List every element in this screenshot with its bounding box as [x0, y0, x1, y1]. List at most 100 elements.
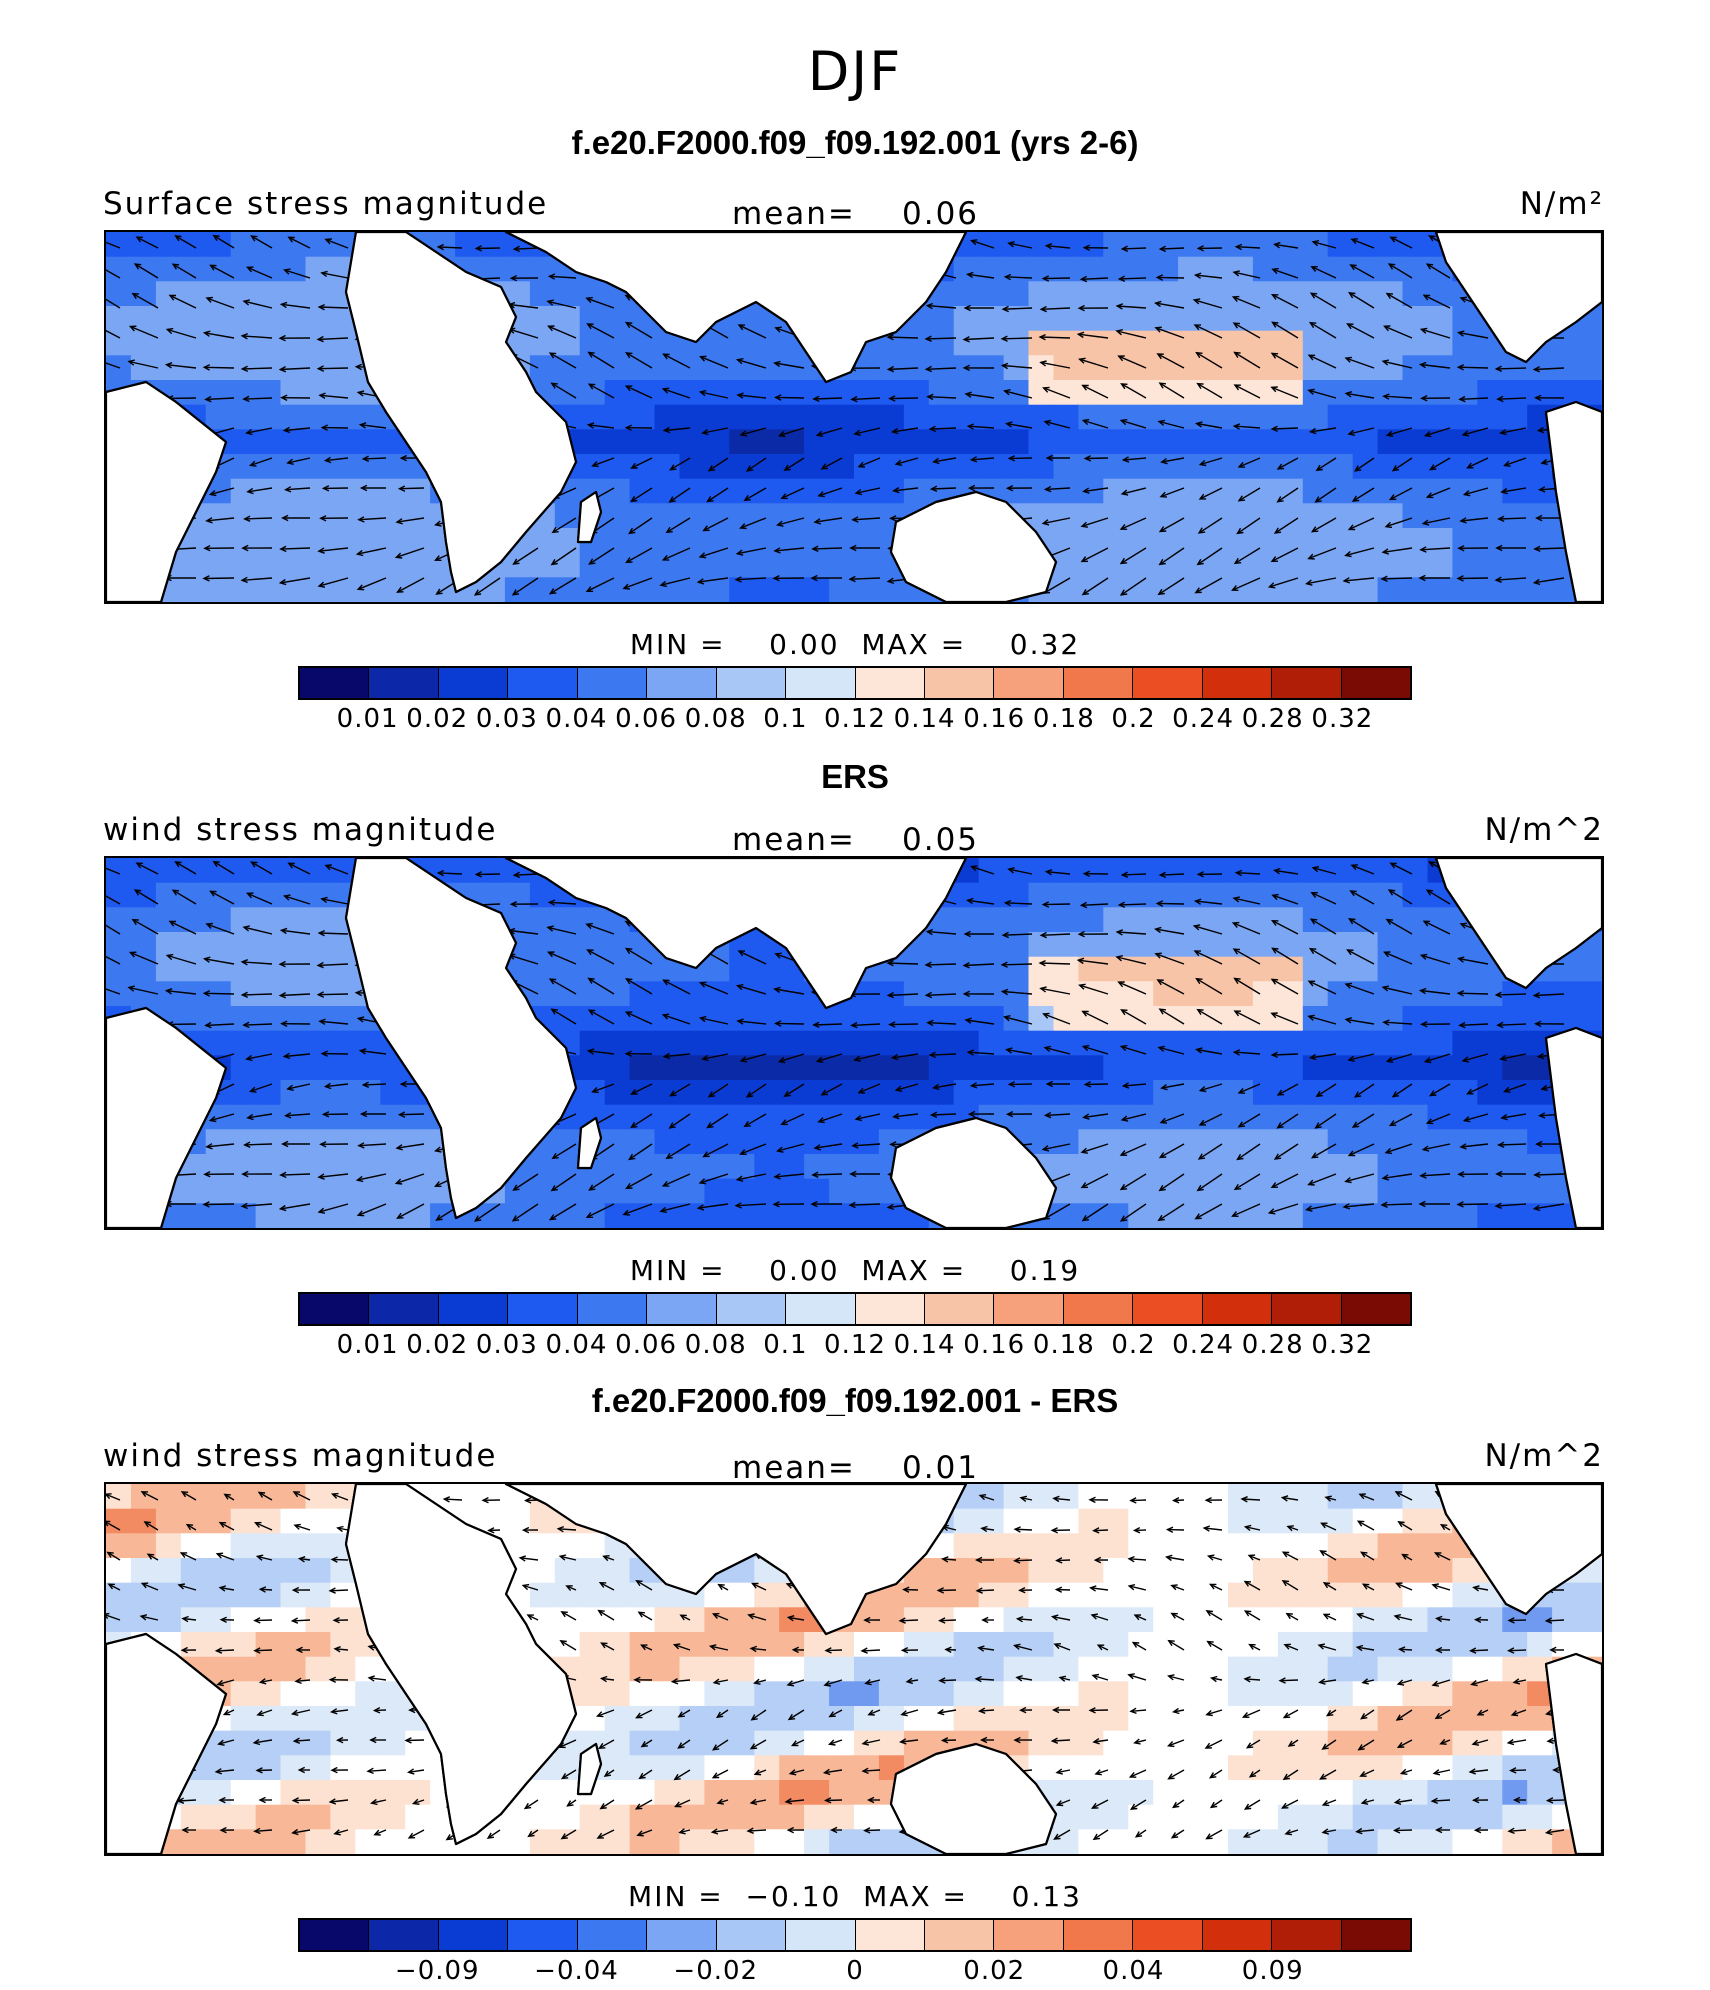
field-cell	[1054, 577, 1080, 602]
field-cell	[1253, 1080, 1279, 1105]
field-cell	[630, 1031, 656, 1056]
map-svg	[106, 1484, 1602, 1854]
field-cell	[954, 1055, 980, 1080]
field-cell	[256, 405, 282, 430]
field-cell	[1527, 1805, 1553, 1830]
field-cell	[380, 1829, 406, 1854]
field-cell	[206, 1179, 232, 1204]
field-cell	[1103, 281, 1129, 306]
field-cell	[1353, 1509, 1379, 1534]
colorbar-tick-label: 0.16	[963, 704, 1025, 734]
field-cell	[380, 1179, 406, 1204]
colorbar-swatch	[508, 1920, 577, 1950]
field-cell	[555, 577, 581, 602]
field-cell	[1353, 1558, 1379, 1583]
colorbar-swatch	[717, 668, 786, 698]
field-cell	[330, 1632, 356, 1657]
field-cell	[330, 1031, 356, 1056]
colorbar-swatch	[578, 1920, 647, 1950]
field-cell	[1502, 1129, 1528, 1154]
field-cell	[680, 1031, 706, 1056]
field-cell	[1328, 1129, 1354, 1154]
field-cell	[306, 1657, 332, 1682]
field-cell	[879, 479, 905, 504]
field-cell	[131, 1607, 157, 1632]
field-cell	[1203, 553, 1229, 578]
field-cell	[1128, 1731, 1154, 1756]
field-cell	[1054, 858, 1080, 883]
field-cell	[480, 1484, 506, 1509]
field-cell	[630, 1583, 656, 1608]
field-cell	[979, 1681, 1005, 1706]
field-cell	[306, 232, 332, 257]
field-cell	[530, 331, 556, 356]
field-cell	[1477, 1632, 1503, 1657]
field-cell	[555, 1829, 581, 1854]
field-cell	[380, 1154, 406, 1179]
field-cell	[754, 503, 780, 528]
field-cell	[231, 1509, 257, 1534]
field-cell	[1278, 1006, 1304, 1031]
field-cell	[256, 429, 282, 454]
colorbar-swatch	[508, 1294, 577, 1324]
colorbar-tick-label: 0.24	[1172, 704, 1234, 734]
field-cell	[1328, 405, 1354, 430]
field-cell	[829, 1805, 855, 1830]
field-cell	[779, 1006, 805, 1031]
field-cell	[1153, 454, 1179, 479]
field-cell	[1029, 1755, 1055, 1780]
field-cell	[1353, 883, 1379, 908]
field-cell	[231, 1533, 257, 1558]
field-cell	[1029, 957, 1055, 982]
field-cell	[704, 1780, 730, 1805]
field-cell	[929, 306, 955, 331]
field-cell	[1278, 232, 1304, 257]
colorbar-tick-label: 0.32	[1311, 704, 1373, 734]
colorbar-swatch	[1133, 668, 1202, 698]
field-cell	[729, 1681, 755, 1706]
field-cell	[729, 1006, 755, 1031]
field-cell	[804, 380, 830, 405]
field-cell	[231, 932, 257, 957]
field-cell	[729, 553, 755, 578]
field-cell	[580, 932, 606, 957]
field-cell	[1527, 1105, 1553, 1130]
field-cell	[1378, 405, 1404, 430]
field-cell	[1103, 331, 1129, 356]
field-cell	[1452, 528, 1478, 553]
field-cell	[1253, 932, 1279, 957]
field-cell	[231, 503, 257, 528]
field-cell	[1253, 429, 1279, 454]
field-cell	[1054, 331, 1080, 356]
field-cell	[1452, 1780, 1478, 1805]
field-cell	[704, 1706, 730, 1731]
field-cell	[1502, 1829, 1528, 1854]
field-cell	[1303, 1031, 1329, 1056]
field-cell	[1452, 503, 1478, 528]
field-cell	[979, 405, 1005, 430]
field-cell	[281, 429, 307, 454]
field-cell	[729, 1105, 755, 1130]
colorbar-tick-label: −0.09	[395, 1956, 480, 1986]
map-panel-model	[104, 230, 1604, 604]
field-cell	[555, 1533, 581, 1558]
field-cell	[729, 1607, 755, 1632]
field-cell	[1378, 1533, 1404, 1558]
field-cell	[929, 1706, 955, 1731]
field-cell	[1054, 957, 1080, 982]
field-cell	[1278, 1607, 1304, 1632]
field-cell	[1328, 957, 1354, 982]
field-cell	[206, 1829, 232, 1854]
field-cell	[231, 1031, 257, 1056]
field-cell	[1253, 1731, 1279, 1756]
field-cell	[1353, 1681, 1379, 1706]
field-cell	[1228, 553, 1254, 578]
field-cell	[1203, 1780, 1229, 1805]
field-cell	[555, 1780, 581, 1805]
field-cell	[1353, 1805, 1379, 1830]
field-cell	[1378, 1105, 1404, 1130]
field-cell	[904, 1031, 930, 1056]
field-cell	[256, 1006, 282, 1031]
field-cell	[829, 1780, 855, 1805]
